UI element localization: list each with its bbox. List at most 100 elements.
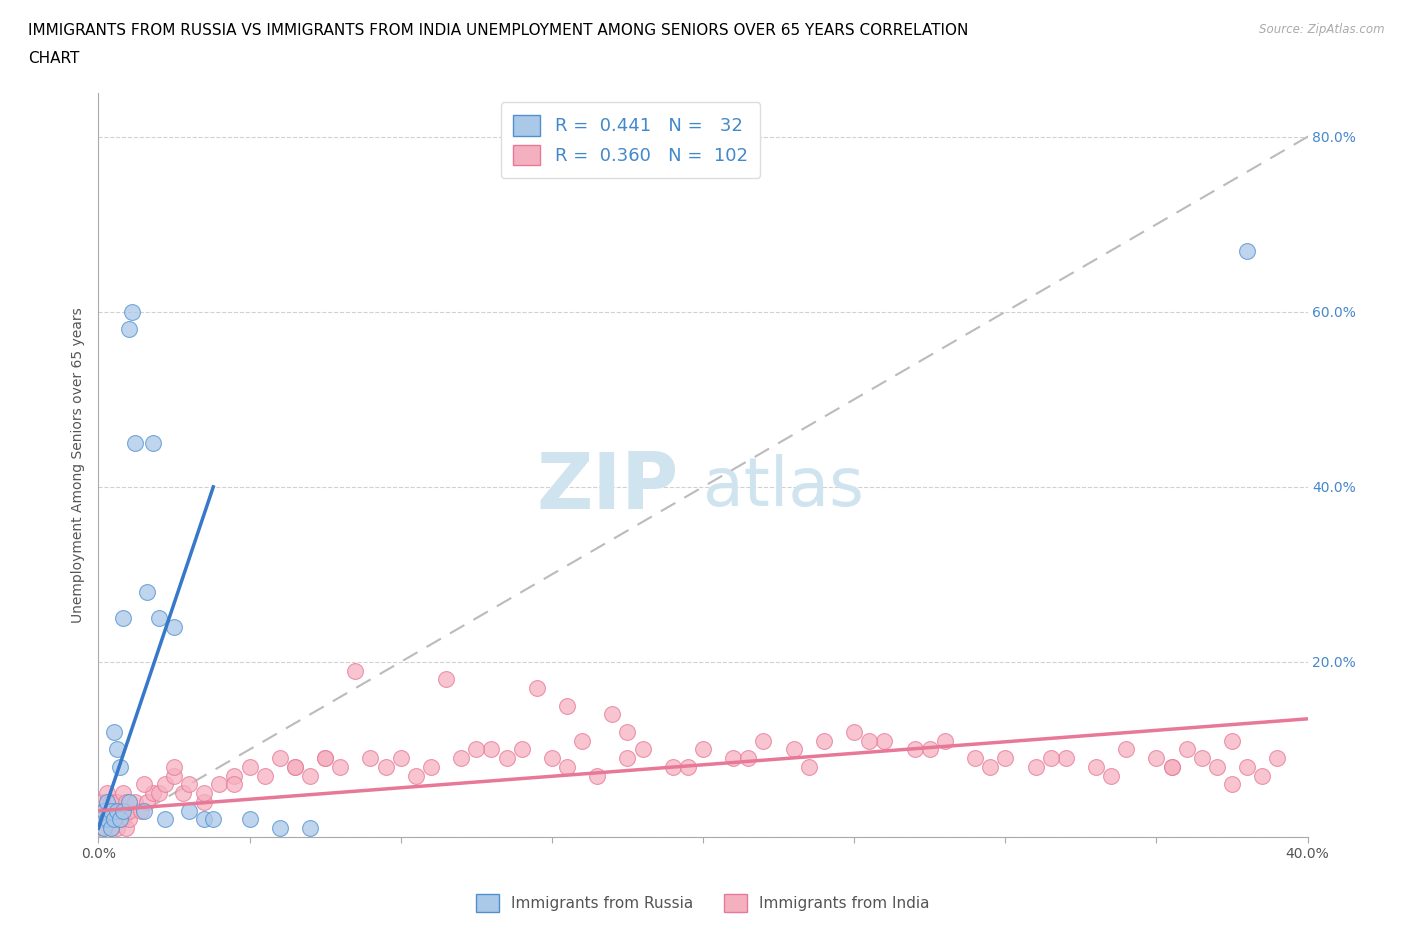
Point (329, 760, 352, 775)
Point (299, 768, 322, 783)
Point (111, 611, 134, 626)
Point (737, 751, 759, 765)
Point (179, 804, 201, 818)
Point (586, 768, 609, 783)
Point (1251, 768, 1274, 783)
Point (163, 619, 186, 634)
Point (239, 812, 262, 827)
Point (193, 786, 215, 801)
Point (692, 742, 714, 757)
Point (179, 777, 201, 792)
Point (148, 786, 170, 801)
Point (269, 751, 291, 765)
Point (105, 804, 128, 818)
Text: ZIP: ZIP (537, 449, 679, 525)
Point (555, 760, 578, 775)
Point (111, 812, 134, 827)
Point (495, 751, 517, 765)
Point (111, 786, 134, 801)
Point (450, 751, 472, 765)
Point (193, 794, 215, 809)
Point (105, 821, 128, 836)
Point (142, 435, 165, 450)
Point (1099, 768, 1122, 783)
Point (90, 812, 112, 827)
Legend: Immigrants from Russia, Immigrants from India: Immigrants from Russia, Immigrants from … (470, 888, 936, 918)
Point (434, 672, 457, 687)
Point (1206, 760, 1229, 775)
Point (103, 724, 125, 739)
Point (100, 794, 122, 809)
Point (571, 733, 593, 748)
Point (93, 804, 115, 818)
Point (344, 663, 367, 678)
Point (1220, 777, 1243, 792)
Point (934, 733, 956, 748)
Point (118, 804, 141, 818)
Point (103, 812, 125, 827)
Point (602, 707, 624, 722)
Point (405, 768, 427, 783)
Point (239, 760, 262, 775)
Text: CHART: CHART (28, 51, 80, 66)
Point (1160, 760, 1182, 775)
Point (723, 751, 745, 765)
Point (1267, 751, 1289, 765)
Point (96, 812, 118, 827)
Point (148, 611, 170, 626)
Point (153, 812, 176, 827)
Point (873, 733, 896, 748)
Point (114, 794, 136, 809)
Point (208, 777, 231, 792)
Point (662, 760, 685, 775)
Point (202, 812, 225, 827)
Point (1191, 751, 1213, 765)
Point (100, 821, 122, 836)
Point (96, 794, 118, 809)
Point (1144, 751, 1167, 765)
Point (360, 751, 382, 765)
Point (114, 821, 136, 836)
Point (105, 794, 128, 809)
Point (100, 821, 122, 836)
Point (420, 760, 443, 775)
Point (284, 760, 307, 775)
Point (965, 751, 987, 765)
Point (163, 768, 186, 783)
Point (121, 304, 143, 319)
Point (314, 751, 336, 765)
Point (676, 760, 699, 775)
Point (108, 804, 131, 818)
Point (555, 698, 578, 713)
Point (93, 821, 115, 836)
Point (752, 733, 775, 748)
Point (124, 794, 146, 809)
Point (526, 681, 548, 696)
Point (105, 742, 128, 757)
Point (481, 742, 503, 757)
Point (540, 751, 562, 765)
Point (93, 804, 115, 818)
Point (616, 724, 638, 739)
Point (299, 821, 322, 836)
Point (1085, 760, 1108, 775)
Point (1039, 751, 1062, 765)
Point (118, 322, 141, 337)
Point (103, 804, 125, 818)
Point (1115, 742, 1137, 757)
Point (118, 812, 141, 827)
Point (1160, 760, 1182, 775)
Point (918, 742, 941, 757)
Point (224, 777, 246, 792)
Point (284, 760, 307, 775)
Point (1236, 760, 1258, 775)
Point (153, 777, 176, 792)
Point (631, 742, 654, 757)
Point (163, 760, 186, 775)
Y-axis label: Unemployment Among Seniors over 65 years: Unemployment Among Seniors over 65 years (72, 307, 86, 623)
Point (172, 786, 194, 801)
Text: IMMIGRANTS FROM RUSSIA VS IMMIGRANTS FROM INDIA UNEMPLOYMENT AMONG SENIORS OVER : IMMIGRANTS FROM RUSSIA VS IMMIGRANTS FRO… (28, 23, 969, 38)
Point (90, 794, 112, 809)
Point (108, 760, 131, 775)
Point (129, 804, 152, 818)
